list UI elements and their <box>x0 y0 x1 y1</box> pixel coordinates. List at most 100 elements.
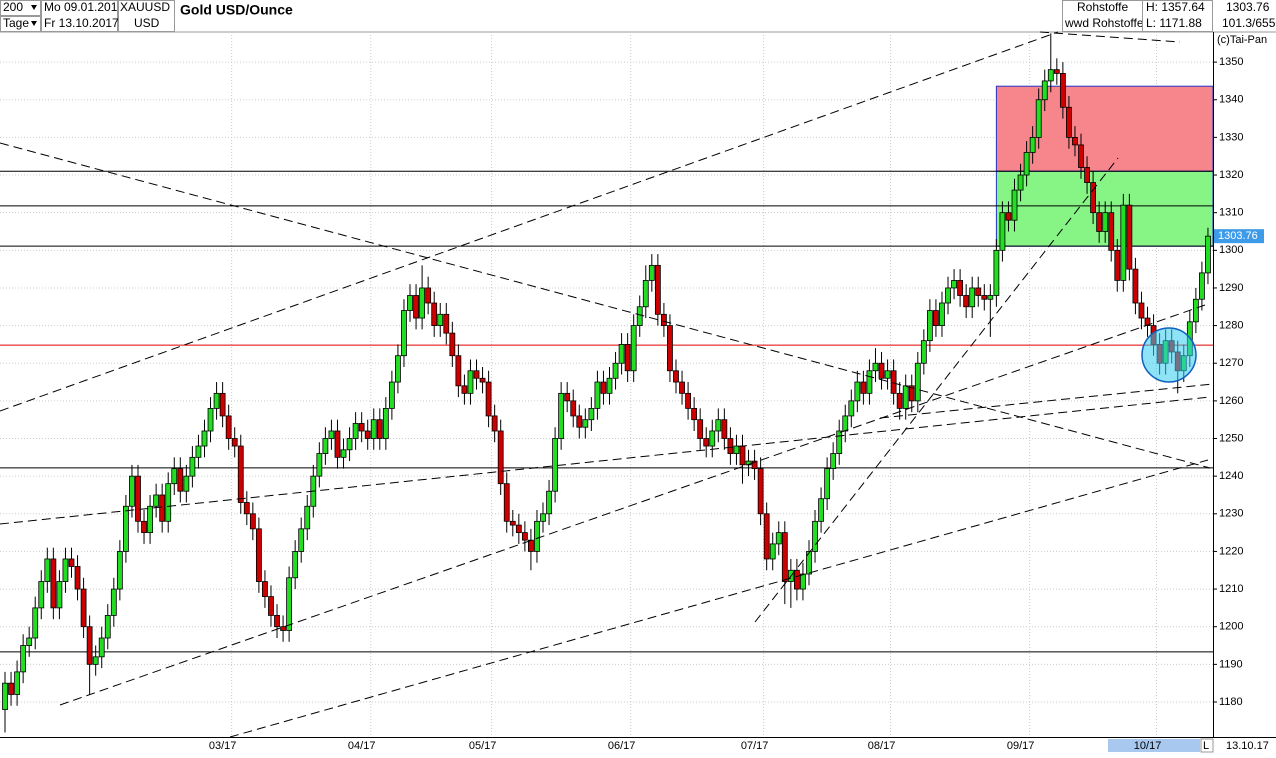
candle-body <box>757 468 764 515</box>
candle-body <box>673 370 679 383</box>
candle-body <box>963 295 970 308</box>
candle-body <box>691 408 698 421</box>
candle-body <box>836 430 843 454</box>
candle-body <box>576 415 583 428</box>
x-tick-label: 03/17 <box>209 740 237 752</box>
candle-body <box>606 377 613 394</box>
x-tick-label: 08/17 <box>868 740 896 752</box>
candle-body <box>920 340 927 364</box>
end-date: 13.10.17 <box>1226 740 1269 752</box>
candle-body <box>32 607 39 639</box>
candle-body <box>14 671 20 695</box>
candle-body <box>878 362 885 379</box>
candle-body <box>800 573 806 590</box>
y-tick-label: 1180 <box>1219 696 1243 708</box>
bars[interactable]: 200 <box>3 0 23 14</box>
candle-body <box>969 287 976 308</box>
candle-body <box>219 392 226 417</box>
candle-body <box>116 551 123 590</box>
candle-body <box>201 430 208 447</box>
index: wwd Rohstoffe <box>1064 16 1144 30</box>
candle-body <box>135 475 141 522</box>
bars-box[interactable] <box>0 0 41 16</box>
candle-body <box>38 581 45 609</box>
candle-body <box>1047 69 1054 82</box>
candle-body <box>153 494 160 507</box>
candle-body <box>213 392 220 409</box>
candle-body <box>769 543 776 560</box>
y-tick-label: 1300 <box>1219 244 1243 256</box>
candle-body <box>1138 302 1145 319</box>
candle-body <box>110 588 117 616</box>
candle-body <box>165 483 172 522</box>
candle-body <box>298 528 305 552</box>
to-date: Fr 13.10.2017 <box>44 16 119 30</box>
candle-body <box>1192 298 1199 323</box>
highlight-circle <box>1141 327 1197 383</box>
candle-body <box>2 682 8 710</box>
dropdown-arrow[interactable] <box>31 5 37 10</box>
candle-body <box>388 381 395 409</box>
candle-body <box>68 558 75 567</box>
candle-body <box>207 408 214 432</box>
candle-body <box>1102 212 1109 232</box>
candle-body <box>20 645 27 673</box>
candle-body <box>612 362 619 379</box>
candle-body <box>382 408 389 439</box>
candle-body <box>370 419 377 439</box>
candle-body <box>74 566 81 590</box>
trend-line <box>0 396 1211 525</box>
candle-body <box>546 490 552 515</box>
y-tick-label: 1270 <box>1219 357 1243 369</box>
candle-body <box>733 445 740 454</box>
candle-body <box>401 310 407 357</box>
candle-body <box>280 626 286 631</box>
last: 1303.76 <box>1226 0 1270 14</box>
candle-body <box>945 287 951 304</box>
candle-body <box>1132 268 1139 304</box>
x-tick-label: 05/17 <box>469 740 497 752</box>
candle-body <box>1023 152 1030 176</box>
candle-body <box>860 381 867 394</box>
candle-body <box>461 385 468 394</box>
ratio: 101.3/655 <box>1222 16 1276 30</box>
candle-body <box>129 475 135 507</box>
dropdown-arrow[interactable] <box>31 21 37 26</box>
candle-body <box>564 392 571 402</box>
candle-body <box>1017 174 1024 191</box>
candle-body <box>80 588 87 628</box>
date-box <box>41 0 118 32</box>
candle-body <box>1066 106 1072 138</box>
y-tick-label: 1320 <box>1219 169 1243 181</box>
candle-body <box>352 423 359 439</box>
trend-lines <box>0 31 1214 738</box>
candle-body <box>147 505 153 534</box>
scale-mode-box[interactable] <box>1200 738 1214 753</box>
candle-body <box>26 637 33 646</box>
candle-body <box>346 438 353 451</box>
candle-body <box>812 520 818 552</box>
candle-body <box>334 430 341 458</box>
candle-body <box>292 551 299 579</box>
scale-mode[interactable]: L <box>1203 740 1209 752</box>
candle-body <box>854 381 861 402</box>
period[interactable]: Tage <box>3 16 29 30</box>
candle-body <box>364 430 371 439</box>
candle-body <box>642 280 649 308</box>
candle-body <box>1096 212 1103 232</box>
candle-body <box>552 438 558 492</box>
candle-body <box>56 581 63 609</box>
candle-body <box>715 419 722 432</box>
candle-body <box>872 362 879 372</box>
candle-body <box>491 415 498 432</box>
candle-body <box>1108 212 1115 251</box>
candle-body <box>926 310 933 342</box>
candle-body <box>376 419 383 439</box>
range-box <box>1142 0 1213 32</box>
trend-line <box>1039 31 1181 43</box>
candle-body <box>685 392 691 409</box>
y-tick-label: 1220 <box>1219 545 1243 557</box>
candle-body <box>104 615 111 639</box>
candle-body <box>1199 272 1205 300</box>
